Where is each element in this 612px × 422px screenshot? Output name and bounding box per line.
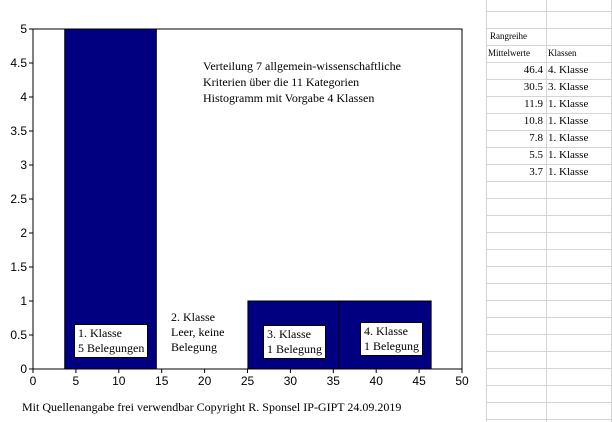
col1-header: Mittelwerte (488, 48, 530, 58)
sheet-row-line (486, 283, 612, 284)
bar-annotation-1: 1. Klasse 5 Belegungen (74, 324, 149, 358)
sheet-row-line (486, 385, 612, 386)
y-tick-label: 4.5 (10, 56, 27, 70)
spreadsheet-table: Rangreihe Mittelwerte Klassen 46.4 4. Kla… (486, 0, 612, 422)
y-tick-label: 2.5 (10, 192, 27, 206)
y-tick-label: 3.5 (10, 124, 27, 138)
x-tick-label: 40 (370, 374, 384, 388)
sheet-cell-klasse: 1. Klasse (548, 149, 589, 161)
sheet-row-line (486, 28, 612, 29)
sheet-cell-value: 30.5 (523, 81, 543, 93)
sheet-cell-value: 3.7 (529, 166, 543, 178)
sheet-row-line (486, 402, 612, 403)
x-tick-label: 20 (198, 374, 212, 388)
y-tick-label: 1 (20, 294, 27, 308)
sheet-row-line (486, 419, 612, 420)
sheet-row-line (486, 113, 612, 114)
sheet-row-line (486, 198, 612, 199)
histogram-chart: 0 0.5 1 1.5 2 2.5 3 3.5 4 4.5 5 0 5 10 15 20 25 30 35 40 45 5… (10, 22, 469, 414)
chart-title: Verteilung 7 allgemein-wissenschaftliche… (203, 59, 401, 105)
y-tick-label: 0 (20, 362, 27, 376)
sheet-cell-klasse: 3. Klasse (548, 81, 589, 93)
bar-annotation-3: 3. Klasse 1 Belegung (263, 325, 326, 359)
sheet-row-line (486, 147, 612, 148)
sheet-row-line (486, 62, 612, 63)
sheet-row-line (486, 11, 612, 12)
sheet-row-line (486, 368, 612, 369)
sheet-row-line (486, 300, 612, 301)
bar-annotation-4: 4. Klasse 1 Belegung (360, 322, 423, 356)
y-tick-label: 4 (20, 90, 27, 104)
sheet-row-line (486, 130, 612, 131)
sheet-cell-klasse: 1. Klasse (548, 98, 589, 110)
x-tick-label: 15 (155, 374, 169, 388)
sheet-heading: Rangreihe (490, 31, 527, 41)
sheet-column-line (486, 0, 487, 422)
bar-1 (64, 28, 157, 370)
sheet-row-line (486, 96, 612, 97)
y-tick-label: 1.5 (10, 260, 27, 274)
y-tick-label: 0.5 (10, 328, 27, 342)
x-tick-label: 25 (241, 374, 255, 388)
sheet-cell-value: 10.8 (523, 115, 543, 127)
bar-annotation-2: 2. Klasse Leer, keine Belegung (171, 310, 225, 354)
sheet-column-line (546, 0, 547, 422)
sheet-cell-value: 11.9 (524, 98, 543, 110)
sheet-cell-klasse: 1. Klasse (548, 115, 589, 127)
sheet-cell-value: 5.5 (529, 149, 543, 161)
sheet-cell-value: 7.8 (529, 132, 543, 144)
x-tick-label: 30 (284, 374, 298, 388)
col2-header: Klassen (548, 48, 577, 58)
sheet-cell-klasse: 4. Klasse (548, 64, 589, 76)
x-tick-label: 5 (73, 374, 80, 388)
sheet-row-line (486, 181, 612, 182)
x-tick-label: 50 (455, 374, 469, 388)
y-tick-label: 3 (20, 158, 27, 172)
x-tick-label: 35 (327, 374, 341, 388)
sheet-row-line (486, 79, 612, 80)
sheet-row-line (486, 232, 612, 233)
sheet-row-line (486, 164, 612, 165)
sheet-cell-value: 46.4 (523, 64, 543, 76)
sheet-row-line (486, 249, 612, 250)
sheet-cell-klasse: 1. Klasse (548, 166, 589, 178)
x-tick-label: 10 (112, 374, 126, 388)
sheet-row-line (486, 45, 612, 46)
x-tick-label: 45 (412, 374, 426, 388)
sheet-row-line (486, 215, 612, 216)
y-tick-label: 5 (20, 22, 27, 36)
y-tick-label: 2 (20, 226, 27, 240)
copyright-footer: Mit Quellenangabe frei verwendbar Copyri… (22, 400, 402, 414)
sheet-row-line (486, 334, 612, 335)
x-tick-label: 0 (30, 374, 37, 388)
sheet-cell-klasse: 1. Klasse (548, 132, 589, 144)
sheet-row-line (486, 351, 612, 352)
sheet-row-line (486, 317, 612, 318)
sheet-row-line (486, 266, 612, 267)
